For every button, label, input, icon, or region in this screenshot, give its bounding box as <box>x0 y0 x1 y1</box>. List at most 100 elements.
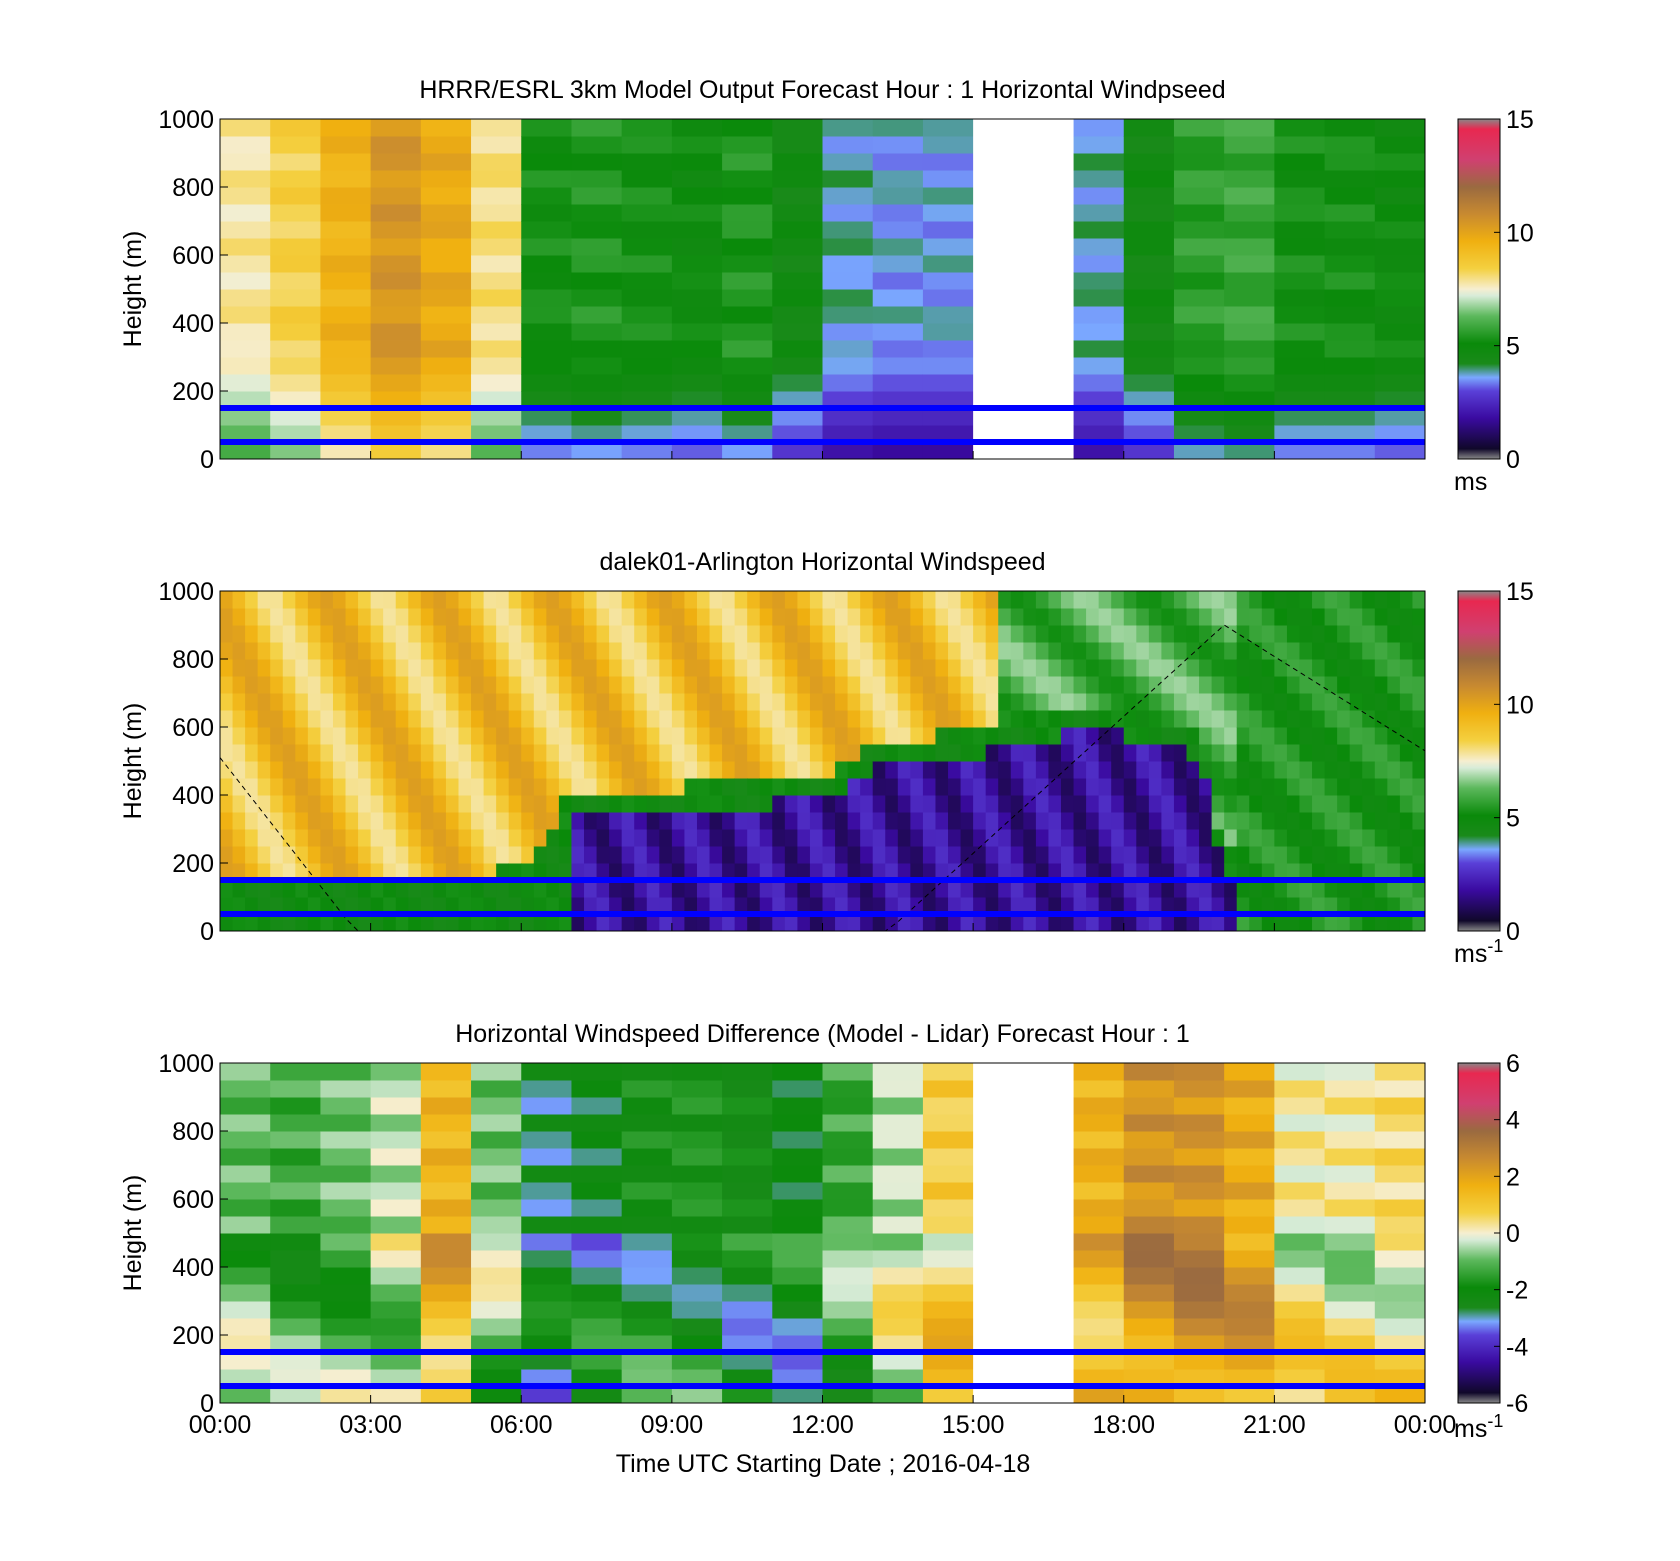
heatmap-cell <box>1123 846 1137 864</box>
heatmap-cell <box>508 591 522 609</box>
heatmap-cell <box>571 221 623 239</box>
heatmap-cell <box>571 693 585 711</box>
heatmap-cell <box>734 812 748 830</box>
heatmap-cell <box>860 812 874 830</box>
heatmap-cell <box>307 897 321 915</box>
heatmap-cell <box>897 642 911 660</box>
heatmap-cell <box>1312 761 1326 779</box>
heatmap-cell <box>797 744 811 762</box>
heatmap-cell <box>383 846 397 864</box>
heatmap-cell <box>245 880 259 898</box>
heatmap-cell <box>383 795 397 813</box>
heatmap-cell <box>270 408 321 426</box>
heatmap-cell <box>1312 897 1326 915</box>
heatmap-cell <box>860 880 874 898</box>
heatmap-cell <box>872 153 924 171</box>
heatmap-cell <box>1249 659 1263 677</box>
heatmap-cell <box>1035 846 1049 864</box>
heatmap-cell <box>596 829 610 847</box>
heatmap-cell <box>646 897 660 915</box>
heatmap-cell <box>922 1216 974 1234</box>
heatmap-cell <box>1349 625 1363 643</box>
heatmap-cell <box>521 744 535 762</box>
heatmap-cell <box>1060 727 1075 745</box>
heatmap-cell <box>1035 795 1049 813</box>
heatmap-cell <box>471 408 522 426</box>
heatmap-cell <box>1387 625 1401 643</box>
heatmap-cell <box>1399 846 1413 864</box>
heatmap-cell <box>1412 812 1426 830</box>
heatmap-cell <box>960 727 974 745</box>
heatmap-cell <box>1123 153 1175 171</box>
heatmap-cell <box>885 727 899 745</box>
heatmap-cell <box>408 727 422 745</box>
heatmap-cell <box>809 863 823 881</box>
heatmap-cell <box>835 727 849 745</box>
heatmap-cell <box>709 625 723 643</box>
heatmap-cell <box>621 1148 673 1166</box>
heatmap-cell <box>1261 591 1275 609</box>
heatmap-cell <box>1199 880 1213 898</box>
heatmap-cell <box>345 727 359 745</box>
heatmap-cell <box>621 1216 673 1234</box>
heatmap-cell <box>383 727 397 745</box>
heatmap-cell <box>709 591 723 609</box>
heatmap-cell <box>1412 795 1426 813</box>
heatmap-cell <box>897 795 911 813</box>
heatmap-cell <box>320 608 334 626</box>
heatmap-cell <box>358 608 372 626</box>
heatmap-cell <box>671 1352 723 1370</box>
heatmap-cell <box>1161 591 1175 609</box>
heatmap-cell <box>1123 425 1175 443</box>
heatmap-cell <box>960 693 974 711</box>
heatmap-cell <box>307 744 321 762</box>
heatmap-cell <box>822 1233 874 1251</box>
heatmap-cell <box>1274 676 1288 694</box>
heatmap-cell <box>220 238 271 256</box>
heatmap-cell <box>295 880 309 898</box>
heatmap-cell <box>1073 1063 1125 1081</box>
heatmap-cell <box>621 306 673 324</box>
heatmap-cell <box>1136 761 1150 779</box>
heatmap-cell <box>671 187 723 205</box>
heatmap-cell <box>709 642 723 660</box>
heatmap-cell <box>1324 1267 1376 1285</box>
heatmap-cell <box>433 727 447 745</box>
x-tick-label: 00:00 <box>189 1411 252 1439</box>
panel-title: Horizontal Windspeed Difference (Model -… <box>455 1020 1190 1048</box>
heatmap-cell <box>584 591 598 609</box>
heatmap-cell <box>1286 897 1300 915</box>
heatmap-cell <box>1324 727 1338 745</box>
heatmap-cell <box>1412 846 1426 864</box>
heatmap-cell <box>1073 289 1125 307</box>
heatmap-cell <box>634 727 648 745</box>
heatmap-cell <box>370 221 422 239</box>
heatmap-cell <box>571 255 623 273</box>
heatmap-cell <box>772 289 823 307</box>
heatmap-cell <box>270 642 284 660</box>
heatmap-cell <box>1161 812 1175 830</box>
heatmap-cell <box>671 1318 723 1336</box>
heatmap-cell <box>1211 761 1225 779</box>
heatmap-cell <box>471 442 522 460</box>
heatmap-cell <box>621 204 673 222</box>
heatmap-cell <box>521 1352 572 1370</box>
heatmap-cell <box>1023 608 1037 626</box>
heatmap-cell <box>496 914 510 932</box>
heatmap-cell <box>508 625 522 643</box>
heatmap-cell <box>1224 625 1238 643</box>
heatmap-cell <box>822 221 874 239</box>
heatmap-cell <box>922 693 936 711</box>
heatmap-cell <box>722 221 773 239</box>
heatmap-cell <box>358 744 372 762</box>
heatmap-cell <box>320 1114 372 1132</box>
heatmap-cell <box>1211 829 1225 847</box>
heatmap-cell <box>1412 761 1426 779</box>
heatmap-cell <box>960 897 974 915</box>
heatmap-cell <box>1324 391 1376 409</box>
heatmap-cell <box>1173 1386 1225 1404</box>
heatmap-cell <box>671 221 723 239</box>
heatmap-cell <box>232 761 246 779</box>
heatmap-cell <box>1123 693 1137 711</box>
heatmap-cell <box>1010 744 1024 762</box>
